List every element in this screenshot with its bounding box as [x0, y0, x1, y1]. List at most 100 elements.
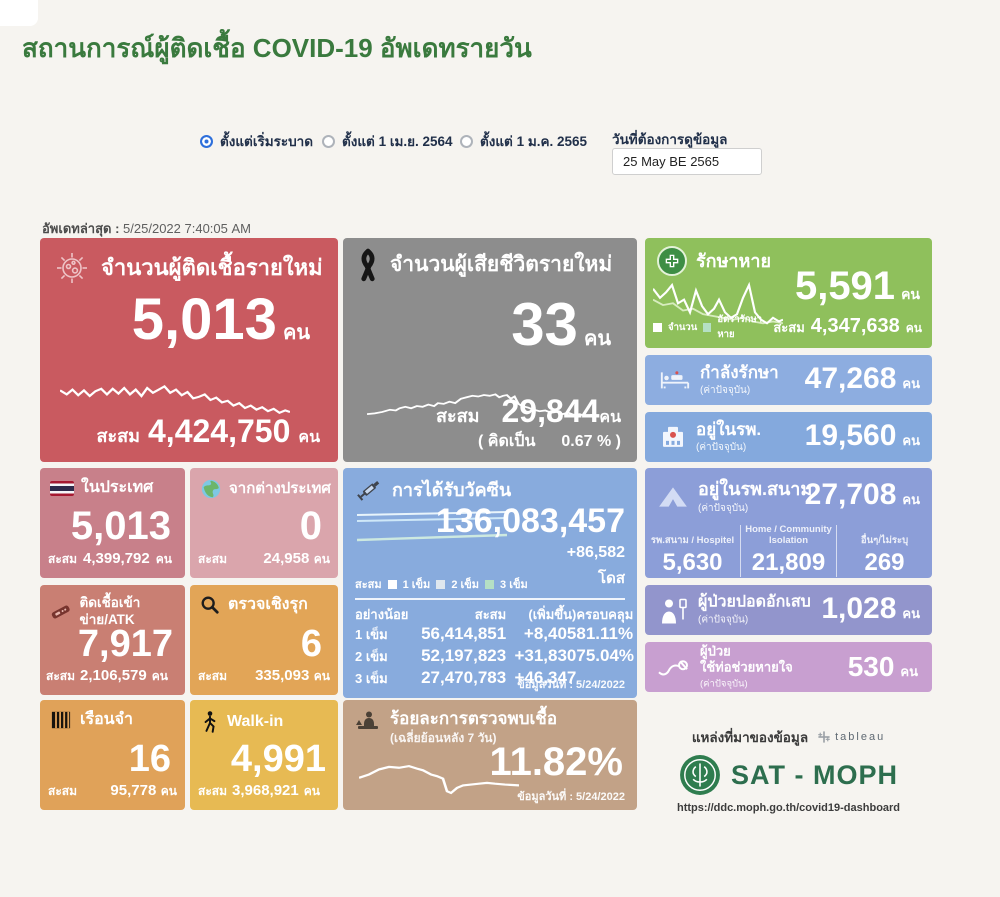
card-proactive: ตรวจเชิงรุก 6 สะสม 335,093 คน	[190, 585, 338, 695]
vaccine-table-header: อย่างน้อย สะสม (เพิ่มขึ้น) ครอบคลุม	[355, 607, 634, 622]
last-update-value: 5/25/2022 7:40:05 AM	[123, 221, 251, 236]
cumulative-label: สะสม	[48, 784, 78, 798]
breakdown-label: รพ.สนาม / Hospitel	[650, 535, 735, 547]
legend-dose-1: 1 เข็ม	[387, 575, 430, 593]
syringe-icon	[357, 481, 380, 501]
card-domestic: ในประเทศ 5,013 สะสม 4,399,792 คน	[40, 468, 185, 578]
card-title: กำลังรักษา	[700, 362, 779, 382]
cumulative-label: สะสม	[773, 319, 805, 335]
recovered-cumulative: สะสม 4,347,638 คน	[773, 315, 922, 338]
ribbon-icon	[361, 248, 375, 282]
radio-label: ตั้งแต่ 1 ม.ค. 2565	[480, 134, 588, 149]
radio-since-apr-2564[interactable]: ตั้งแต่ 1 เม.ย. 2564	[322, 130, 453, 152]
stat-value: 0	[299, 504, 322, 548]
test-kit-icon	[51, 605, 70, 619]
cumulative-unit: คน	[905, 320, 922, 335]
last-update-label: อัพเดทล่าสุด :	[42, 221, 120, 236]
card-title: ผู้ป่วย	[700, 643, 731, 659]
legend-dose-3: 3 เข็ม	[485, 575, 528, 593]
rate-label: ( คิดเป็น	[477, 433, 536, 450]
ventilator-value: 530 คน	[848, 651, 918, 683]
stat-unit: คน	[902, 376, 920, 391]
stat-value: 11.82%	[489, 740, 623, 784]
vaccine-delta: +86,582	[567, 544, 625, 562]
in-hospital-value: 19,560 คน	[805, 419, 920, 453]
card-title: ร้อยละการตรวจพบเชื้อ	[390, 709, 558, 728]
card-recovered: รักษาหาย 5,591 คน จำนวน อัตรารักษาหาย สะ…	[645, 238, 932, 348]
vaccine-table-row: 2 เข็ม 52,197,823 +31,830 75.04%	[355, 646, 635, 665]
new-cases-cumulative: สะสม 4,424,750 คน	[96, 413, 320, 450]
stat-value: 47,268	[804, 362, 897, 395]
cross-icon	[657, 246, 687, 276]
card-title: จากต่างประเทศ	[229, 479, 331, 497]
stat-value: 5,591	[794, 264, 896, 308]
cumulative-label: สะสม	[198, 552, 228, 566]
card-subtitle: (ค่าปัจจุบัน)	[700, 677, 748, 689]
domestic-cumulative: สะสม 4,399,792 คน	[48, 550, 177, 569]
abroad-cumulative: สะสม 24,958 คน	[198, 550, 330, 569]
source-label: แหล่งที่มาของข้อมูล	[691, 730, 809, 745]
breakdown-other: อื่นๆ/ไม่ระบุ 269	[836, 525, 932, 577]
cumulative-unit: คน	[303, 784, 320, 798]
stat-value: 5,013	[131, 287, 277, 352]
stat-unit: คน	[282, 322, 310, 344]
card-title: จำนวนผู้เสียชีวิตรายใหม่	[390, 252, 613, 276]
stat-unit: คน	[902, 492, 920, 507]
cumulative-label: สะสม	[48, 552, 78, 566]
card-atk: ติดเชื้อเข้าข่าย/ATK 7,917 สะสม 2,106,57…	[40, 585, 185, 695]
card-subtitle: (ค่าปัจจุบัน)	[700, 385, 751, 397]
vaccine-table-row: 1 เข็ม 56,414,851 +8,405 81.11%	[355, 624, 634, 643]
lab-icon	[356, 711, 378, 729]
date-picker-input[interactable]	[612, 148, 762, 175]
walking-person-icon	[204, 711, 216, 733]
proactive-value: 6	[301, 623, 322, 666]
card-title: Walk-in	[227, 713, 284, 730]
radio-since-outbreak[interactable]: ตั้งแต่เริ่มระบาด	[200, 130, 313, 152]
stat-value: 530	[847, 651, 895, 682]
tableau-mark-icon	[818, 731, 830, 743]
radio-since-jan-2565[interactable]: ตั้งแต่ 1 ม.ค. 2565	[460, 130, 587, 152]
cumulative-unit: คน	[160, 784, 177, 798]
dashboard-url[interactable]: https://ddc.moph.go.th/covid19-dashboard	[676, 802, 901, 814]
legend-label: จำนวน	[668, 321, 698, 333]
walkin-value: 4,991	[231, 738, 326, 781]
vaccine-data-date: ข้อมูลวันที่ : 5/24/2022	[517, 679, 625, 691]
cumulative-label: สะสม	[46, 669, 76, 683]
card-pneumonia: ผู้ป่วยปอดอักเสบ (ค่าปัจจุบัน) 1,028 คน	[645, 585, 932, 635]
virus-icon	[57, 253, 87, 283]
prison-bars-icon	[51, 711, 71, 729]
new-cases-value: 5,013 คน	[132, 286, 310, 353]
card-title: ตรวจเชิงรุก	[228, 596, 308, 613]
patient-icon	[662, 598, 687, 623]
cumulative-unit: คน	[151, 669, 168, 683]
recovered-sparkline	[653, 281, 783, 325]
breakdown-value: 5,630	[662, 549, 723, 576]
bed-icon	[660, 371, 690, 389]
atk-value: 7,917	[78, 623, 173, 666]
card-subtitle: (ค่าปัจจุบัน)	[698, 614, 749, 626]
page-title: สถานการณ์ผู้ติดเชื้อ COVID-19 อัพเดทรายว…	[22, 33, 532, 63]
cumulative-value: 2,106,579	[80, 667, 147, 684]
cumulative-unit: คน	[298, 429, 320, 446]
treating-value: 47,268 คน	[805, 362, 920, 396]
rate-value: 0.67 % )	[561, 433, 621, 450]
field-hospital-breakdown: รพ.สนาม / Hospitel 5,630 Home / Communit…	[645, 524, 932, 577]
new-cases-sparkline	[60, 384, 290, 415]
radio-label: ตั้งแต่เริ่มระบาด	[220, 134, 314, 149]
stat-value: 5,013	[70, 504, 171, 548]
breakdown-label: Home / Community Isolation	[745, 524, 832, 547]
data-source-footer: แหล่งที่มาของข้อมูล tableau SAT - MOPH h…	[645, 726, 932, 814]
radio-unselected-icon	[460, 134, 473, 148]
breakdown-value: 21,809	[751, 549, 826, 576]
card-walkin: Walk-in 4,991 สะสม 3,968,921 คน	[190, 700, 338, 810]
atk-cumulative: สะสม 2,106,579 คน	[46, 667, 179, 686]
hospital-icon	[663, 427, 683, 447]
corner-artifact	[0, 0, 38, 26]
card-title: การได้รับวัคซีน	[392, 479, 512, 500]
legend-swatch	[387, 579, 397, 589]
cumulative-value: 4,399,792	[83, 550, 150, 567]
positive-rate-value: 11.82%	[490, 740, 623, 785]
tableau-logo[interactable]: tableau	[816, 729, 885, 745]
tent-icon	[659, 487, 687, 507]
legend-dose-2: 2 เข็ม	[436, 575, 479, 593]
